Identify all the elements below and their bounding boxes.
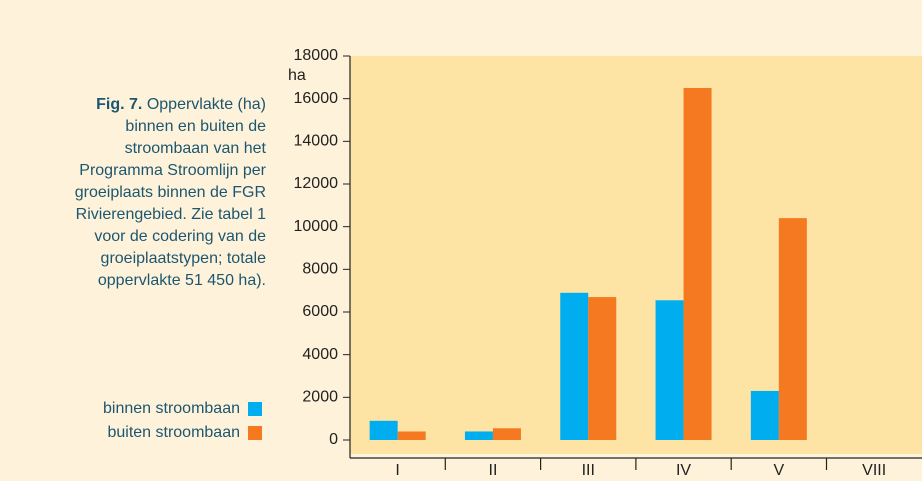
- x-tick-label: VIII: [862, 462, 886, 479]
- caption-text: groeiplaats binnen de FGR: [75, 184, 266, 201]
- y-tick-label: 2000: [302, 389, 338, 406]
- x-tick-label: I: [395, 462, 399, 479]
- caption-label: Fig. 7.: [96, 96, 142, 113]
- caption-text: Programma Stroomlijn per: [79, 162, 266, 179]
- caption-text: stroombaan van het: [125, 140, 267, 157]
- caption-text: Rivierengebied. Zie tabel 1: [76, 206, 266, 223]
- x-tick-label: V: [774, 462, 785, 479]
- bar: [778, 218, 807, 440]
- y-tick-label: 0: [329, 431, 338, 448]
- caption-text: oppervlakte 51 450 ha).: [98, 272, 266, 289]
- bar: [655, 300, 684, 440]
- bar: [588, 297, 617, 440]
- y-tick-label: 18000: [294, 47, 339, 64]
- legend-swatch: [248, 402, 262, 416]
- legend-label: binnen stroombaan: [103, 400, 240, 417]
- legend-swatch: [248, 426, 262, 440]
- y-tick-label: 6000: [302, 303, 338, 320]
- y-tick-label: 14000: [294, 133, 339, 150]
- y-tick-label: 12000: [294, 175, 339, 192]
- x-tick-label: III: [582, 462, 595, 479]
- caption-text: binnen en buiten de: [125, 118, 266, 135]
- bar: [369, 420, 398, 440]
- y-tick-label: 16000: [294, 90, 339, 107]
- bar: [492, 428, 521, 440]
- x-tick-label: II: [489, 462, 498, 479]
- bar: [750, 390, 779, 440]
- bar: [464, 431, 493, 440]
- y-axis-label: ha: [288, 67, 306, 84]
- y-tick-label: 10000: [294, 218, 339, 235]
- x-tick-label: IV: [676, 462, 691, 479]
- bar: [397, 431, 426, 440]
- caption-text: voor de codering van de: [94, 228, 266, 245]
- caption-text: groeiplaatstypen; totale: [101, 250, 267, 267]
- caption-text: Oppervlakte (ha): [147, 96, 266, 113]
- legend-label: buiten stroombaan: [107, 424, 240, 441]
- plot-area: [350, 56, 922, 454]
- y-tick-label: 4000: [302, 346, 338, 363]
- y-tick-label: 8000: [302, 261, 338, 278]
- bar: [560, 292, 589, 440]
- caption-line: Fig. 7. Oppervlakte (ha): [96, 96, 266, 113]
- bar: [683, 88, 712, 440]
